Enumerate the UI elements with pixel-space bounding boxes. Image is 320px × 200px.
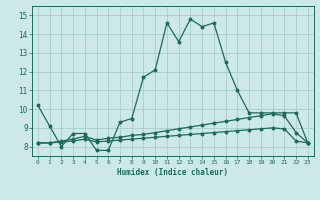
X-axis label: Humidex (Indice chaleur): Humidex (Indice chaleur) <box>117 168 228 177</box>
